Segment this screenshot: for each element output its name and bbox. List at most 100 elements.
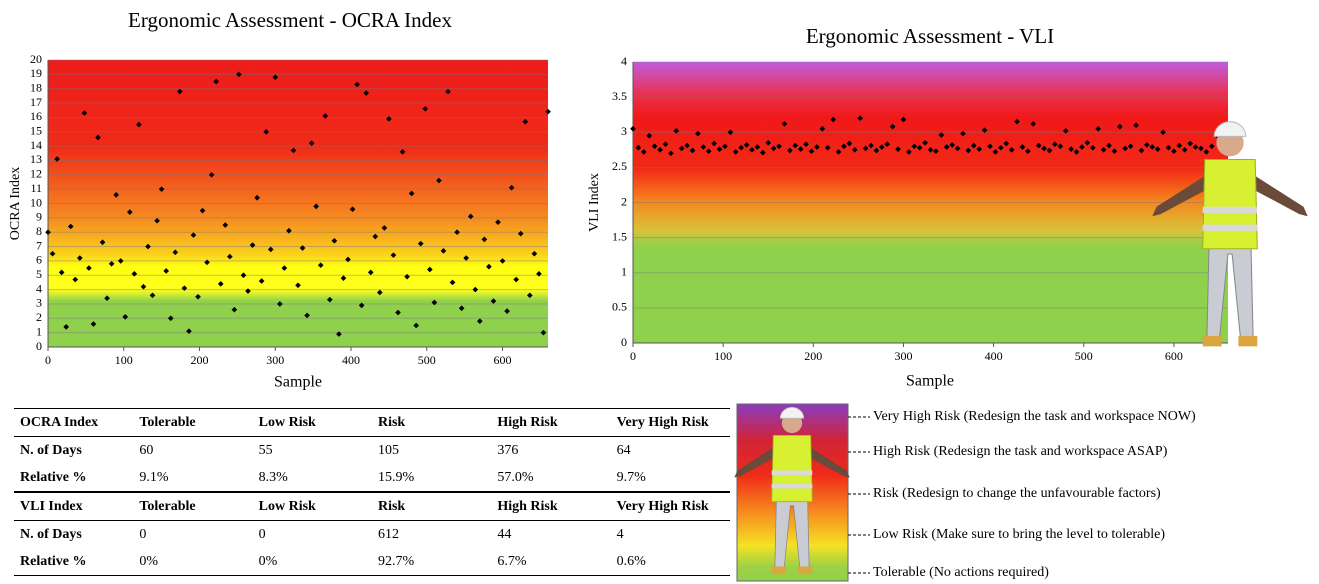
data-point bbox=[884, 141, 891, 148]
worker-vest bbox=[1202, 158, 1258, 250]
table-cell: 55 bbox=[258, 442, 273, 458]
table-cell: High Risk bbox=[491, 491, 611, 521]
data-point bbox=[1068, 146, 1074, 152]
table-row: OCRA Index Tolerable Low Risk Risk High Risk… bbox=[14, 408, 730, 437]
worker-stripe bbox=[1202, 206, 1258, 214]
data-point bbox=[1160, 129, 1166, 136]
data-point bbox=[678, 145, 685, 152]
data-point bbox=[895, 146, 901, 152]
table-cell: 0% bbox=[133, 548, 253, 576]
data-point bbox=[1046, 147, 1053, 154]
data-point bbox=[960, 130, 966, 137]
data-point bbox=[981, 127, 988, 133]
data-point bbox=[199, 207, 206, 214]
data-point bbox=[504, 308, 510, 314]
data-point bbox=[1144, 142, 1150, 148]
data-point bbox=[517, 230, 524, 237]
worker-legs bbox=[1206, 245, 1254, 339]
y-tick-label: 11 bbox=[30, 181, 42, 195]
data-point bbox=[131, 270, 138, 277]
data-point bbox=[354, 81, 360, 88]
data-point bbox=[290, 147, 297, 154]
y-tick-label: 0.5 bbox=[612, 300, 627, 314]
data-point bbox=[938, 132, 945, 138]
x-tick-label: 0 bbox=[630, 349, 636, 363]
data-point bbox=[824, 144, 831, 151]
data-point bbox=[1154, 146, 1161, 152]
data-point bbox=[749, 146, 755, 153]
data-point bbox=[240, 272, 247, 279]
data-point bbox=[906, 149, 912, 155]
worker-arms bbox=[734, 441, 850, 478]
data-point bbox=[72, 276, 79, 283]
data-point bbox=[1127, 143, 1134, 150]
y-tick-label: 18 bbox=[30, 80, 42, 94]
legend-label: Risk (Redesign to change the unfavourabl… bbox=[873, 486, 1161, 501]
data-point bbox=[1111, 148, 1118, 155]
table-row: N. of Days 60 55 105 376 64 bbox=[14, 437, 730, 465]
data-point bbox=[108, 260, 115, 267]
data-point bbox=[376, 289, 383, 296]
data-point bbox=[1084, 139, 1091, 146]
y-tick-label: 4 bbox=[36, 281, 42, 295]
data-point bbox=[536, 270, 542, 277]
data-point bbox=[417, 240, 424, 247]
y-tick-label: 5 bbox=[36, 267, 42, 281]
table-cell: 0 bbox=[139, 526, 147, 542]
data-point bbox=[495, 219, 501, 225]
data-point bbox=[122, 314, 129, 320]
worker-stripe bbox=[1202, 224, 1258, 231]
data-point bbox=[873, 147, 880, 154]
data-point bbox=[499, 258, 506, 264]
worker-boot bbox=[798, 566, 813, 575]
data-point bbox=[340, 275, 347, 281]
data-point bbox=[1030, 120, 1037, 127]
data-point bbox=[1100, 146, 1107, 153]
data-point bbox=[276, 301, 283, 307]
data-point bbox=[67, 223, 74, 230]
data-point bbox=[167, 315, 174, 322]
table-cell: 0.6% bbox=[610, 548, 730, 576]
table-cell: Risk bbox=[371, 408, 492, 437]
x-tick-label: 300 bbox=[266, 353, 284, 367]
data-point bbox=[1019, 144, 1026, 150]
data-point bbox=[286, 227, 292, 234]
table-cell: 8.3% bbox=[258, 469, 288, 485]
data-point bbox=[787, 147, 793, 154]
data-point bbox=[76, 255, 83, 261]
data-point bbox=[186, 328, 192, 335]
data-point bbox=[673, 128, 680, 134]
table-cell: 92.7% bbox=[371, 548, 492, 576]
data-point bbox=[431, 299, 438, 306]
table-row: Relative % 0% 0% 92.7% 6.7% 0.6% bbox=[14, 548, 730, 576]
data-point bbox=[916, 144, 923, 151]
data-point bbox=[531, 250, 538, 257]
data-point bbox=[445, 88, 451, 95]
data-point bbox=[213, 78, 220, 85]
y-tick-label: 0 bbox=[621, 335, 627, 349]
worker-figure bbox=[1152, 121, 1308, 347]
table-cell: Low Risk bbox=[252, 408, 372, 437]
data-point bbox=[358, 302, 365, 309]
data-point bbox=[1165, 144, 1172, 151]
table-cell: 612 bbox=[377, 526, 399, 542]
table-cell: Risk bbox=[371, 491, 492, 521]
chart-title: Ergonomic Assessment - OCRA Index bbox=[128, 8, 452, 32]
data-point bbox=[81, 110, 88, 116]
data-point bbox=[363, 90, 370, 96]
y-tick-label: 13 bbox=[30, 152, 42, 166]
data-point bbox=[668, 150, 674, 157]
data-point bbox=[808, 148, 815, 155]
data-point bbox=[472, 286, 479, 293]
y-axis-label: VLI Index bbox=[587, 173, 602, 232]
data-point bbox=[716, 146, 723, 152]
data-point bbox=[722, 143, 728, 150]
data-point bbox=[1095, 125, 1102, 132]
table-cell: Tolerable bbox=[133, 408, 253, 437]
data-point bbox=[476, 318, 483, 324]
data-point bbox=[1203, 149, 1210, 155]
data-point bbox=[454, 229, 460, 236]
data-point bbox=[1008, 146, 1015, 153]
data-point bbox=[154, 217, 160, 224]
